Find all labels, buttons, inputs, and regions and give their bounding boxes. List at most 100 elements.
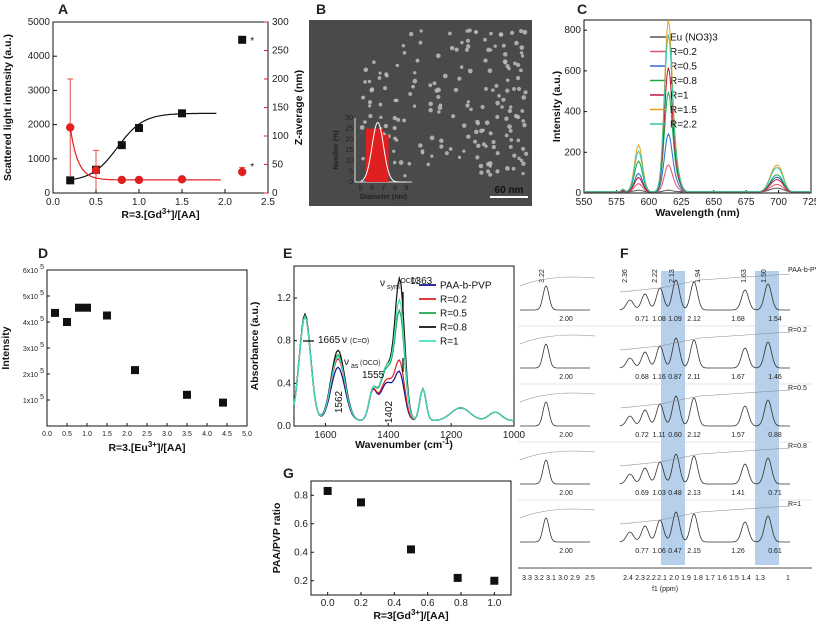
b-particle: [393, 98, 398, 103]
b-particle: [498, 32, 504, 37]
d-ytick-label: 3x10: [23, 346, 38, 353]
f-integral-right: [619, 389, 791, 409]
b-particle: [519, 68, 523, 73]
b-particle: [505, 88, 510, 93]
g-point: [490, 576, 499, 585]
b-particle: [402, 50, 407, 55]
b-particle: [521, 119, 526, 123]
b-particle: [505, 78, 510, 83]
b-particle: [495, 169, 500, 174]
g-point: [323, 486, 332, 495]
b-particle: [363, 120, 367, 124]
f-xlabel: f1 (ppm): [652, 586, 678, 593]
f-xtick-label: 2.9: [570, 575, 580, 582]
b-particle: [359, 125, 365, 130]
f-int-value: 2.13: [687, 490, 701, 497]
b-particle: [438, 103, 443, 107]
a-y2label: Z-average (nm): [293, 70, 305, 145]
b-particle: [401, 44, 406, 48]
f-integral-right: [619, 331, 791, 351]
b-particle: [430, 154, 434, 158]
e-xlabel: Wavenumber (cm-1): [355, 437, 453, 451]
c-legend-label: R=0.5: [670, 62, 697, 73]
f-int-value: 1.67: [731, 374, 745, 381]
c-xtick-label: 575: [608, 197, 625, 208]
b-particle: [372, 60, 376, 64]
d-xtick-label: 3.0: [162, 431, 172, 438]
b-particle: [479, 170, 484, 175]
d-ytick-exp: 5: [40, 342, 44, 349]
b-particle: [521, 146, 526, 151]
b-particle: [483, 58, 488, 63]
f-xtick-label: 2.4: [623, 575, 633, 582]
b-particle: [448, 31, 452, 36]
b-particle: [457, 76, 462, 81]
c-series-line: [584, 187, 811, 193]
c-xtick-label: 625: [673, 197, 690, 208]
b-particle: [522, 29, 528, 35]
b-particle: [429, 135, 435, 141]
g-xtick-label: 1.0: [487, 598, 501, 609]
f-int-value: 1.46: [768, 374, 782, 381]
a-ylabel: Scattered light intensity (a.u.): [2, 34, 14, 181]
e-ytick-label: 0.4: [277, 378, 291, 389]
f-spectrum-left: [520, 517, 590, 543]
panel-label-d: D: [38, 245, 48, 261]
d-point: [131, 366, 139, 375]
c-legend-label: R=1.5: [670, 105, 697, 116]
f-xtick-label: 3.0: [558, 575, 568, 582]
d-xtick-label: 1.5: [102, 431, 112, 438]
c-xtick-label: 650: [705, 197, 722, 208]
g-xtick-label: 0.4: [387, 598, 401, 609]
b-particle: [377, 76, 382, 80]
a-xlabel: R=3.[Gd3+]/[AA]: [121, 207, 199, 221]
b-particle: [382, 86, 388, 91]
a-y2tick-label: 200: [272, 74, 289, 85]
b-particle: [454, 47, 459, 52]
b-particle: [367, 100, 373, 105]
f-spectrum-right: [619, 453, 790, 485]
d-xtick-label: 0.5: [62, 431, 72, 438]
b-particle: [466, 134, 471, 139]
b-particle: [367, 79, 372, 84]
b-particle: [368, 114, 373, 119]
f-int-value: 0.77: [635, 548, 649, 555]
b-particle: [487, 68, 493, 74]
b-particle: [392, 126, 397, 131]
b-particle: [512, 153, 517, 158]
b-particle: [521, 95, 527, 100]
b-particle: [476, 143, 481, 149]
g-ytick-label: 0.4: [294, 547, 308, 558]
f-int-value: 1.06: [652, 548, 666, 555]
b-particle: [519, 29, 524, 34]
g-ytick-label: 0.6: [294, 519, 308, 530]
b-particle: [449, 45, 455, 51]
f-int-value: 1.26: [731, 548, 745, 555]
d-ytick-label: 2x10: [23, 372, 38, 379]
g-xtick-label: 0.8: [454, 598, 468, 609]
a-ytick-label: 5000: [28, 17, 51, 28]
b-particle: [524, 151, 529, 156]
b-inset-xtick: 5: [359, 185, 363, 192]
c-xtick-label: 600: [641, 197, 658, 208]
f-int-left: 2.00: [559, 432, 573, 439]
b-particle: [437, 110, 441, 114]
b-inset-ytick: 0: [349, 179, 353, 186]
c-series-line: [584, 67, 811, 193]
f-int-value: 0.48: [668, 490, 682, 497]
b-particle: [432, 81, 437, 86]
c-xlabel: Wavelength (nm): [655, 207, 739, 219]
b-particle: [466, 100, 470, 104]
a-ytick-label: 1000: [28, 154, 51, 165]
f-int-left: 2.00: [559, 316, 573, 323]
f-xtick-label: 1: [786, 575, 790, 582]
a-y2tick-label: 300: [272, 17, 289, 28]
b-particle: [504, 116, 509, 121]
f-int-value: 2.12: [687, 316, 701, 323]
e-ann-1363: 1363: [410, 276, 433, 287]
b-particle: [495, 114, 500, 120]
c-xtick-label: 675: [738, 197, 755, 208]
b-particle: [451, 114, 456, 119]
d-xtick-label: 5.0: [242, 431, 252, 438]
